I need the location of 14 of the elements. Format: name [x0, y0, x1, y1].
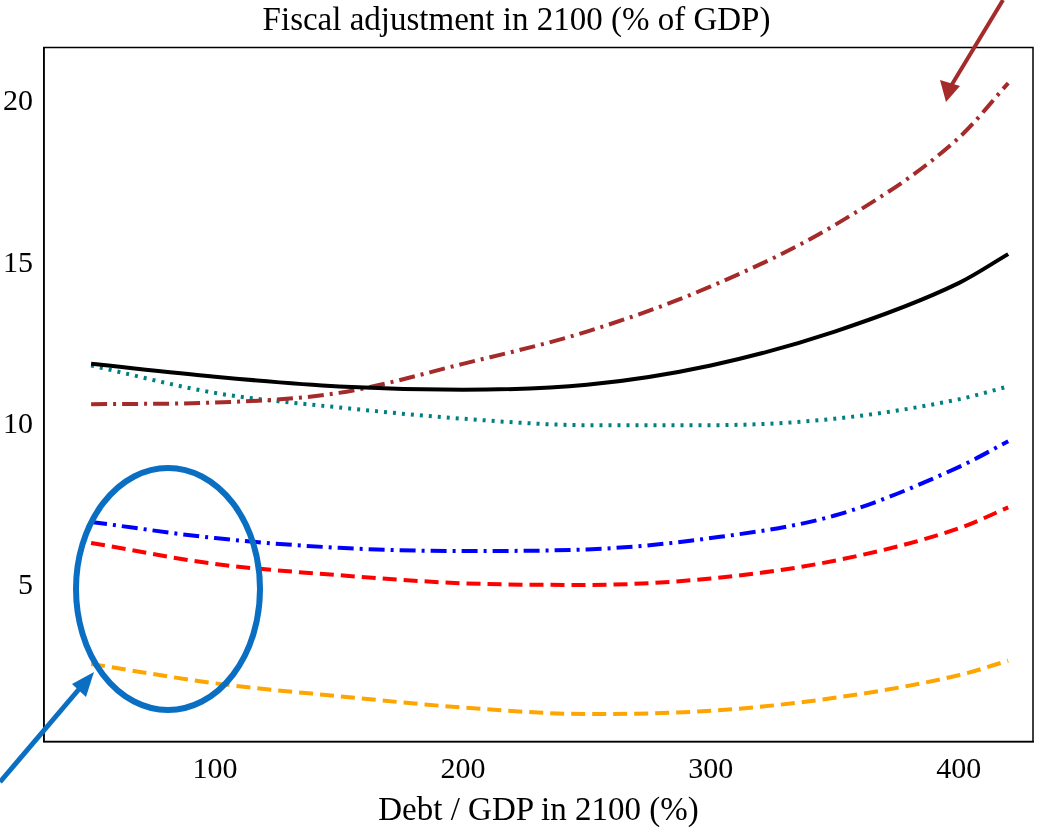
- x-axis-title: Debt / GDP in 2100 (%): [378, 790, 699, 828]
- x-tick-label: 100: [192, 751, 238, 785]
- x-tick-label: 400: [936, 751, 982, 785]
- line-series: [89, 252, 1011, 392]
- x-tick-label: 200: [440, 751, 486, 785]
- line-series: [89, 81, 1011, 407]
- y-tick-label: 20: [3, 83, 33, 117]
- y-tick-label: 10: [3, 406, 33, 440]
- chart-title: Fiscal adjustment in 2100 (% of GDP): [262, 1, 771, 39]
- y-tick-label: 5: [18, 567, 33, 601]
- y-tick-label: 15: [3, 244, 33, 278]
- line-series: [89, 658, 1011, 716]
- line-series: [89, 505, 1011, 587]
- x-tick-label: 300: [688, 751, 734, 785]
